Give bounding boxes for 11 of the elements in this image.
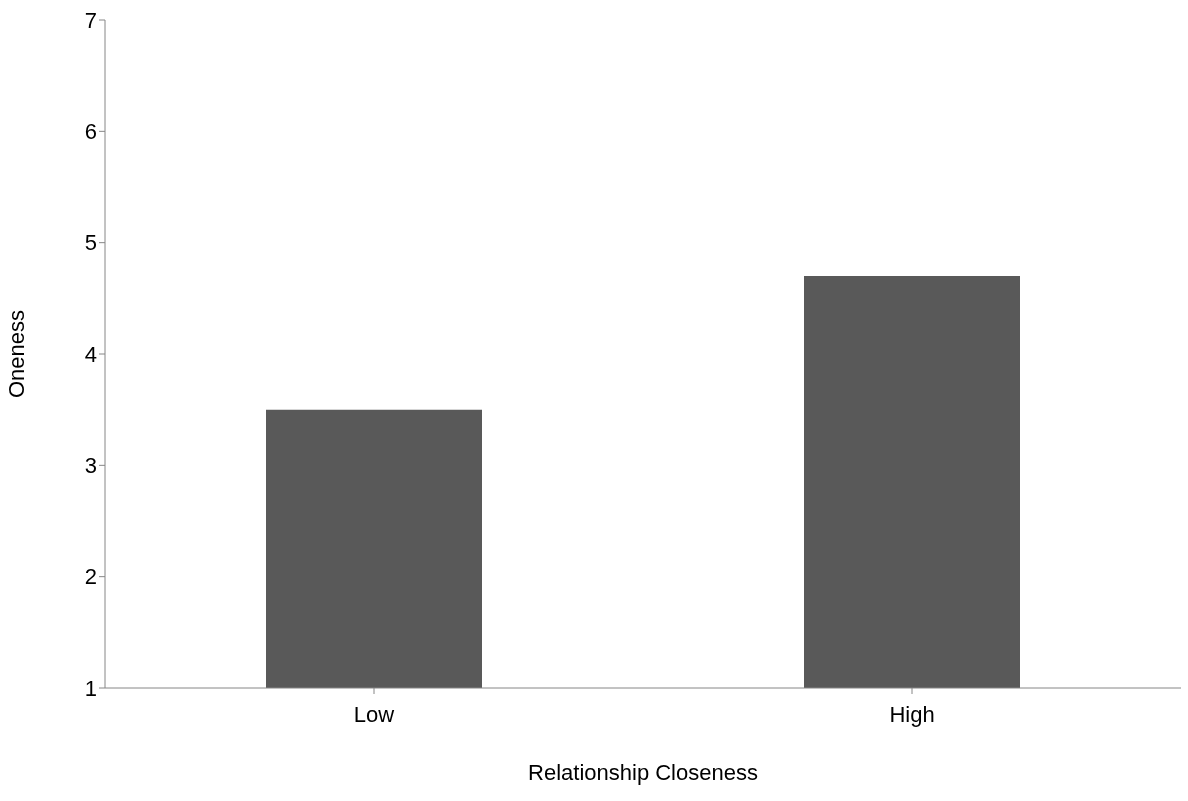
y-tick-label: 7 [84, 7, 97, 33]
y-tick-label: 5 [84, 230, 97, 256]
x-axis-title: Relationship Closeness [528, 760, 758, 785]
y-tick-label: 6 [84, 119, 97, 145]
y-axis-title: Oneness [3, 309, 29, 399]
y-tick-label: 3 [84, 453, 97, 479]
x-tick-label: High [889, 701, 935, 727]
y-tick-label: 4 [84, 341, 97, 367]
y-tick-label: 2 [84, 564, 97, 590]
y-tick-label: 1 [84, 675, 97, 701]
x-tick-label: Low [353, 701, 395, 727]
